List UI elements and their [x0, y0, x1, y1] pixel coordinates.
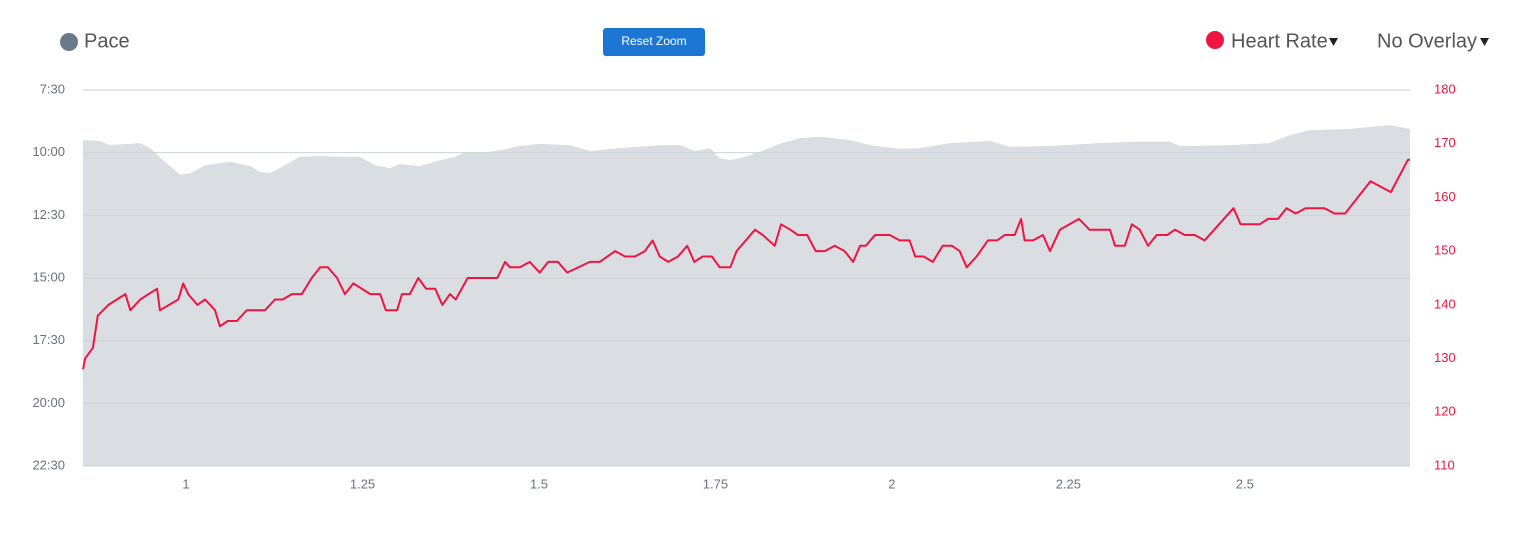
legend-pace[interactable]: Pace [60, 30, 130, 52]
legend-label: No Overlay [1377, 30, 1477, 52]
y-tick-label: 20:00 [32, 395, 65, 410]
y2-tick-label: 150 [1434, 243, 1456, 258]
dropdown-arrow [1480, 38, 1489, 46]
legend-label: Pace [84, 30, 130, 52]
reset-zoom-button[interactable]: Reset Zoom [603, 28, 705, 56]
heart-rate-line [82, 158, 1410, 370]
y-tick-label: 15:00 [32, 269, 65, 284]
x-tick-label: 1.5 [530, 476, 548, 491]
legend-label: Heart Rate [1231, 30, 1328, 52]
x-tick-label: 1 [182, 476, 189, 491]
button-bg [603, 28, 705, 56]
x-tick-label: 2.25 [1056, 476, 1081, 491]
y-tick-label: 7:30 [40, 81, 65, 96]
x-tick-label: 2 [888, 476, 895, 491]
y2-tick-label: 170 [1434, 135, 1456, 150]
y-tick-label: 17:30 [32, 332, 65, 347]
y2-tick-label: 140 [1434, 296, 1456, 311]
y-tick-label: 22:30 [32, 457, 65, 472]
y2-tick-label: 130 [1434, 350, 1456, 365]
y-tick-label: 10:00 [32, 144, 65, 159]
button-label: Reset Zoom [621, 34, 686, 48]
x-tick-label: 2.5 [1236, 476, 1254, 491]
y2-tick-label: 160 [1434, 189, 1456, 204]
y2-tick-label: 110 [1434, 457, 1455, 472]
x-tick-label: 1.25 [350, 476, 375, 491]
x-tick-label: 1.75 [703, 476, 728, 491]
legend-heart-rate[interactable]: Heart Rate [1206, 30, 1338, 52]
y-tick-label: 12:30 [32, 207, 65, 222]
pace-area [83, 125, 1410, 466]
dropdown-arrow [1329, 38, 1338, 46]
legend-marker [60, 33, 78, 51]
legend-marker [1206, 31, 1224, 49]
legend-overlay[interactable]: No Overlay [1377, 30, 1489, 52]
plot [83, 125, 1410, 466]
y2-tick-label: 180 [1434, 81, 1456, 96]
y2-tick-label: 120 [1434, 404, 1456, 419]
